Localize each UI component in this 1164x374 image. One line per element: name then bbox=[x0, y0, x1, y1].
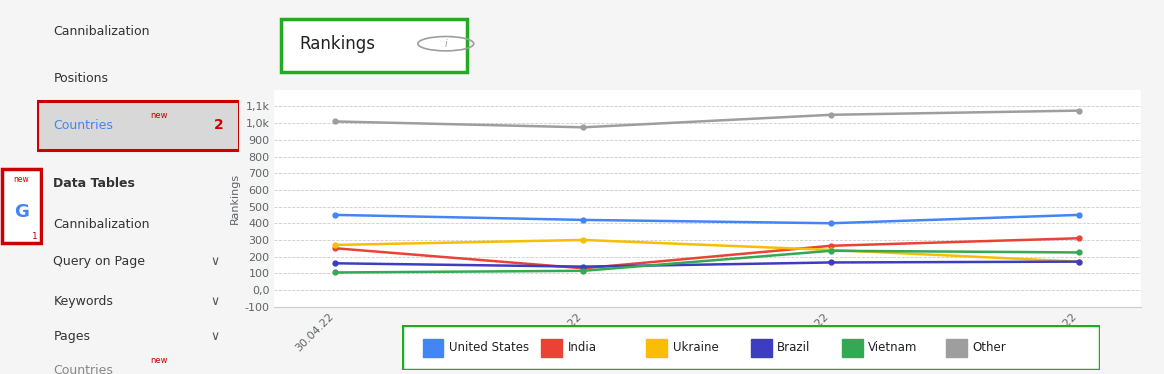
Y-axis label: Rankings: Rankings bbox=[230, 173, 240, 224]
FancyBboxPatch shape bbox=[281, 19, 467, 72]
Text: Cannibalization: Cannibalization bbox=[54, 25, 150, 38]
Text: Ukraine: Ukraine bbox=[673, 341, 718, 354]
Text: India: India bbox=[568, 341, 597, 354]
Text: new: new bbox=[150, 111, 168, 120]
Bar bbox=[541, 339, 562, 357]
Text: ∨: ∨ bbox=[210, 255, 219, 268]
Text: Keywords: Keywords bbox=[54, 295, 113, 307]
Bar bbox=[842, 339, 863, 357]
FancyBboxPatch shape bbox=[402, 325, 1100, 370]
Text: G: G bbox=[14, 203, 29, 221]
Bar bbox=[751, 339, 772, 357]
Text: United States: United States bbox=[449, 341, 530, 354]
FancyBboxPatch shape bbox=[37, 101, 239, 150]
Bar bbox=[646, 339, 667, 357]
Text: Brazil: Brazil bbox=[778, 341, 810, 354]
Text: new: new bbox=[150, 356, 168, 365]
FancyBboxPatch shape bbox=[2, 169, 41, 243]
Text: Data Tables: Data Tables bbox=[54, 177, 135, 190]
Text: Cannibalization: Cannibalization bbox=[54, 218, 150, 231]
Text: Other: Other bbox=[973, 341, 1007, 354]
Text: i: i bbox=[445, 39, 447, 49]
Text: 1: 1 bbox=[31, 233, 37, 242]
Text: Positions: Positions bbox=[54, 72, 108, 85]
Text: Countries: Countries bbox=[54, 364, 113, 374]
Text: Pages: Pages bbox=[54, 330, 91, 343]
Text: 2: 2 bbox=[214, 118, 223, 132]
Bar bbox=[423, 339, 443, 357]
Text: Query on Page: Query on Page bbox=[54, 255, 146, 268]
Text: Countries: Countries bbox=[54, 119, 113, 132]
Text: ∨: ∨ bbox=[210, 295, 219, 307]
Text: Vietnam: Vietnam bbox=[868, 341, 917, 354]
Text: ∨: ∨ bbox=[210, 330, 219, 343]
Bar bbox=[946, 339, 967, 357]
Text: Rankings: Rankings bbox=[299, 35, 375, 53]
Text: new: new bbox=[14, 175, 29, 184]
